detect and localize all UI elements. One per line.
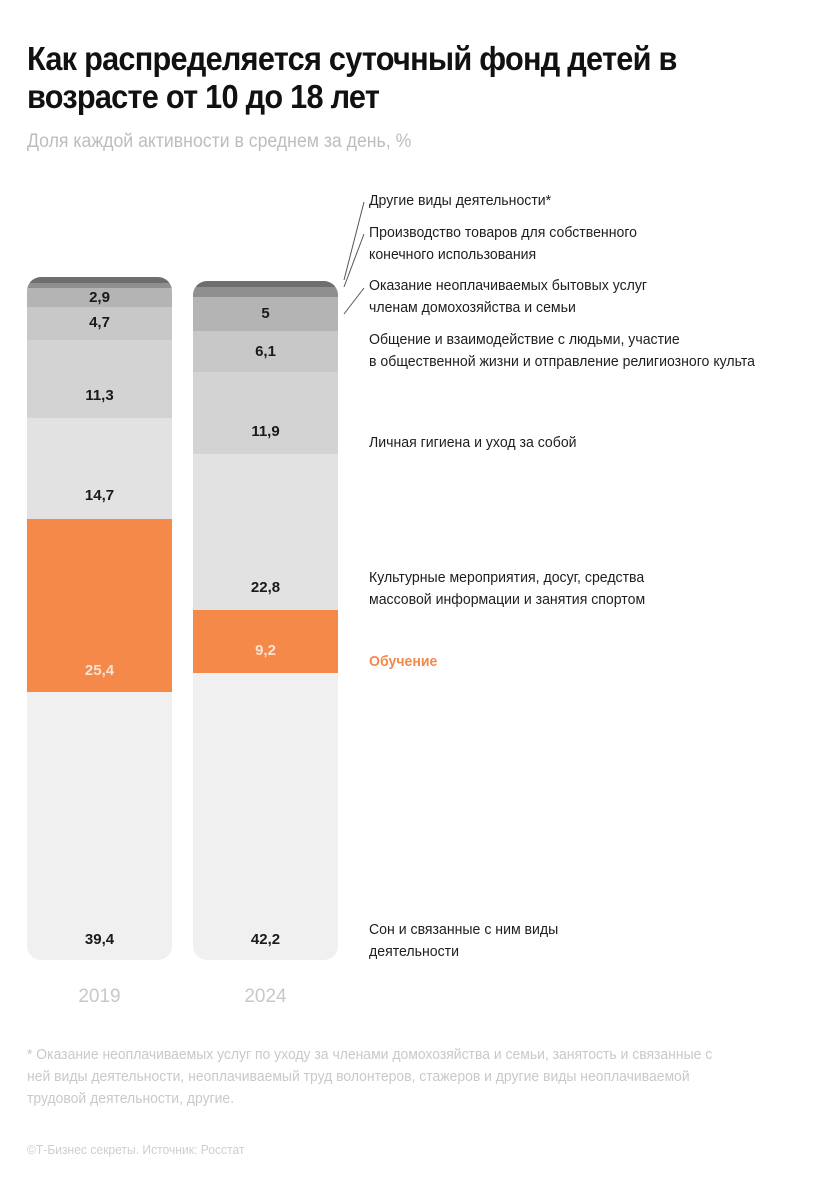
legend-production-line2: конечного использования (369, 246, 537, 263)
segment-other (193, 281, 338, 287)
segment-hygiene (193, 372, 338, 454)
legend-leisure: Культурные мероприятия, досуг, средства … (369, 567, 645, 611)
value-label: 9,2 (255, 642, 276, 659)
legend-other: Другие виды деятельности* (369, 192, 552, 209)
segment-hygiene (27, 340, 172, 418)
segment-other (27, 277, 172, 283)
legend-production: Производство товаров для собственного ко… (369, 222, 637, 266)
legend-study: Обучение (369, 653, 438, 670)
segment-leisure (27, 418, 172, 519)
legend-household: Оказание неоплачиваемых бытовых услуг чл… (369, 275, 647, 319)
value-label: 5 (261, 305, 270, 322)
legend-communication-line2: в общественной жизни и отправление религ… (369, 353, 756, 370)
value-label: 2,9 (89, 289, 110, 306)
bar-2019: 2,9 4,7 11,3 14,7 25,4 39,4 (27, 277, 172, 960)
segment-study (193, 610, 338, 673)
value-label: 4,7 (89, 314, 110, 331)
legend-communication-line1: Общение и взаимодействие с людьми, участ… (369, 331, 680, 348)
segment-production (193, 287, 338, 297)
legend-sleep-line2: деятельности (369, 943, 459, 960)
value-label: 14,7 (84, 487, 115, 504)
legend-household-line1: Оказание неоплачиваемых бытовых услуг (369, 277, 648, 294)
value-label: 6,1 (255, 343, 276, 360)
segment-sleep (193, 673, 338, 960)
value-label: 42,2 (250, 931, 281, 948)
segment-sleep (27, 692, 172, 960)
legend-production-line1: Производство товаров для собственного (369, 224, 638, 241)
legend-communication: Общение и взаимодействие с людьми, участ… (369, 329, 755, 373)
legend-sleep: Сон и связанные с ним виды деятельности (369, 919, 558, 963)
segment-study (27, 519, 172, 692)
value-label: 22,8 (250, 579, 281, 596)
legend-sleep-line1: Сон и связанные с ним виды (369, 921, 559, 938)
year-label-2024: 2024 (244, 986, 287, 1007)
value-label: 39,4 (84, 931, 115, 948)
copyright-source: ©Т-Бизнес секреты. Источник: Росстат (27, 1142, 245, 1157)
legend-leisure-line1: Культурные мероприятия, досуг, средства (369, 569, 645, 586)
segment-leisure (193, 454, 338, 610)
legend-leisure-line2: массовой информации и занятия спортом (369, 591, 646, 608)
segment-communication (193, 331, 338, 372)
bar-2024: 5 6,1 11,9 22,8 9,2 42,2 (193, 281, 338, 960)
value-label: 11,9 (251, 423, 280, 440)
segment-household (27, 288, 172, 307)
value-label: 11,3 (85, 387, 114, 404)
segment-household (193, 297, 338, 331)
year-label-2019: 2019 (78, 986, 121, 1007)
legend-household-line2: членам домохозяйства и семьи (369, 299, 576, 316)
segment-communication (27, 307, 172, 340)
legend-hygiene: Личная гигиена и уход за собой (369, 434, 577, 451)
page-title: Как распределяется суточный фонд детей в… (27, 40, 677, 115)
value-label: 25,4 (84, 662, 115, 679)
footnote: * Оказание неоплачиваемых услуг по уходу… (27, 1046, 713, 1107)
segment-production (27, 283, 172, 288)
leader-lines (343, 201, 365, 315)
chart-subtitle: Доля каждой активности в среднем за день… (27, 131, 412, 152)
